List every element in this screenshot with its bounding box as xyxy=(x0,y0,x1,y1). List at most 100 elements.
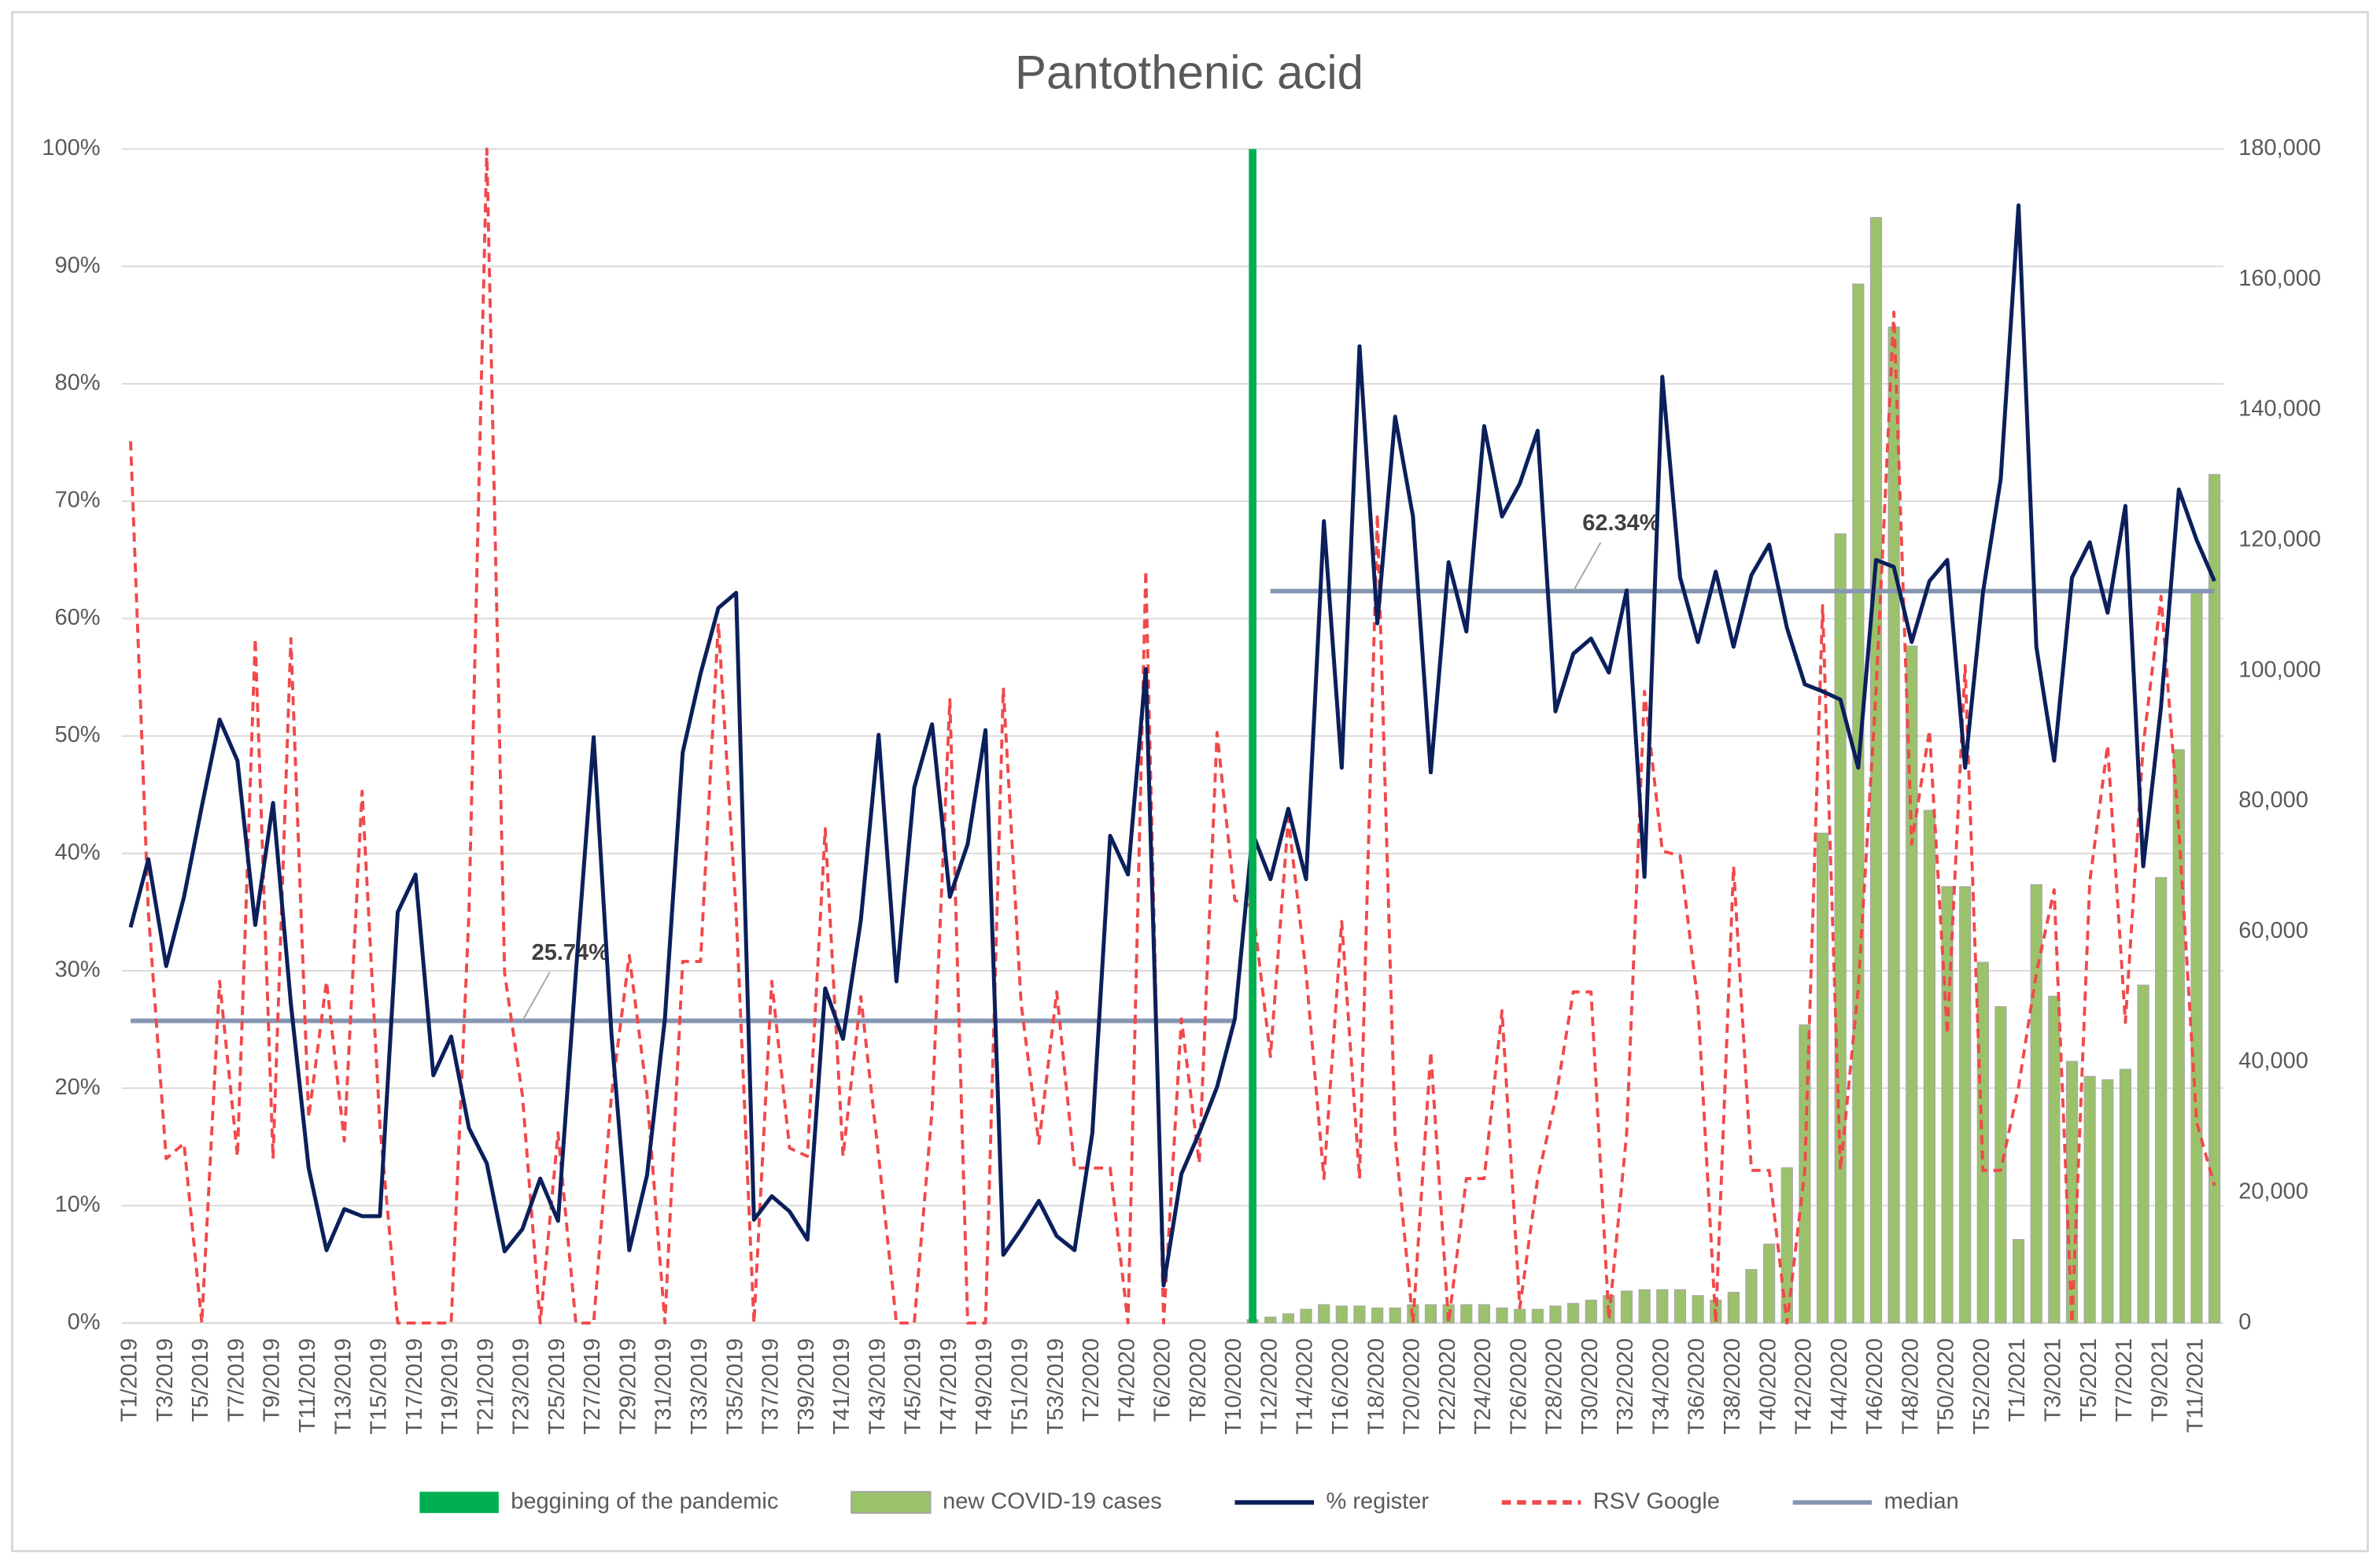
x-tick-label: T3/2021 xyxy=(2041,1338,2066,1422)
bar xyxy=(2048,995,2061,1324)
bar xyxy=(1585,1300,1597,1324)
bar xyxy=(2101,1079,2114,1324)
x-tick-label: T34/2020 xyxy=(1648,1338,1673,1434)
bar xyxy=(1959,886,1972,1324)
legend-label: % register xyxy=(1327,1488,1430,1514)
legend-label: RSV Google xyxy=(1593,1488,1720,1514)
x-tick-label: T1/2021 xyxy=(2005,1338,2030,1422)
x-tick-label: T36/2020 xyxy=(1684,1338,1710,1434)
y2-tick-label: 40,000 xyxy=(2238,1049,2308,1074)
y-tick-label: 0% xyxy=(68,1309,101,1334)
x-tick-label: T16/2020 xyxy=(1328,1338,1353,1434)
x-tick-label: T53/2019 xyxy=(1043,1338,1068,1434)
data-label: 62.34% xyxy=(1582,511,1659,536)
bar xyxy=(1389,1307,1401,1324)
bar xyxy=(2172,749,2185,1324)
x-tick-label: T35/2019 xyxy=(722,1338,747,1434)
x-tick-label: T15/2019 xyxy=(367,1338,392,1434)
line-series xyxy=(130,588,2215,1024)
x-tick-label: T51/2019 xyxy=(1008,1338,1033,1434)
leader-line xyxy=(522,972,551,1022)
x-tick-label: T50/2020 xyxy=(1934,1338,1959,1434)
bar xyxy=(2155,876,2168,1324)
bar xyxy=(1264,1316,1277,1324)
bar xyxy=(1692,1295,1704,1324)
y-tick-label: 70% xyxy=(55,488,101,513)
x-tick-label: T45/2019 xyxy=(901,1338,926,1434)
x-tick-label: T32/2020 xyxy=(1613,1338,1638,1434)
bar xyxy=(2012,1238,2025,1324)
x-tick-label: T30/2020 xyxy=(1577,1338,1603,1434)
y-tick-label: 40% xyxy=(55,839,101,865)
x-tick-label: T21/2019 xyxy=(473,1338,498,1434)
x-tick-label: T40/2020 xyxy=(1755,1338,1780,1434)
line-series xyxy=(128,203,2216,1288)
bar xyxy=(1567,1303,1580,1324)
bar xyxy=(1852,283,1865,1324)
x-tick-label: T41/2019 xyxy=(829,1338,854,1434)
bar xyxy=(1424,1304,1437,1324)
x-tick-label: T10/2020 xyxy=(1221,1338,1246,1434)
y-tick-label: 20% xyxy=(55,1075,101,1100)
x-tick-label: T47/2019 xyxy=(936,1338,961,1434)
chart-frame xyxy=(11,11,2369,1553)
bar xyxy=(1656,1289,1669,1324)
bar xyxy=(1531,1308,1544,1324)
x-tick-label: T18/2020 xyxy=(1363,1338,1389,1434)
x-tick-label: T24/2020 xyxy=(1470,1338,1496,1434)
legend-label: median xyxy=(1884,1488,1959,1514)
x-tick-label: T37/2019 xyxy=(758,1338,784,1434)
x-tick-label: T12/2020 xyxy=(1256,1338,1282,1434)
bar xyxy=(1478,1304,1491,1324)
bar xyxy=(1745,1269,1758,1324)
y2-tick-label: 160,000 xyxy=(2238,266,2321,291)
x-tick-label: T22/2020 xyxy=(1435,1338,1460,1434)
legend-swatch xyxy=(851,1491,932,1514)
x-tick-label: T48/2020 xyxy=(1898,1338,1923,1434)
x-tick-label: T38/2020 xyxy=(1720,1338,1745,1434)
bar xyxy=(1549,1305,1562,1324)
x-tick-label: T25/2019 xyxy=(544,1338,570,1434)
bar xyxy=(1638,1289,1651,1324)
x-tick-label: T42/2020 xyxy=(1791,1338,1817,1434)
bar xyxy=(1923,810,1935,1324)
bar xyxy=(1318,1304,1330,1324)
bar xyxy=(2083,1075,2096,1324)
leader-line xyxy=(1572,542,1602,592)
bar xyxy=(1460,1304,1473,1324)
x-tick-label: T14/2020 xyxy=(1293,1338,1318,1434)
x-tick-label: T9/2019 xyxy=(260,1338,285,1422)
x-tick-label: T43/2019 xyxy=(865,1338,890,1434)
x-tick-label: T3/2019 xyxy=(153,1338,178,1422)
chart-title: Pantothenic acid xyxy=(1015,46,1363,98)
x-tick-label: T44/2020 xyxy=(1827,1338,1852,1434)
x-tick-label: T29/2019 xyxy=(615,1338,640,1434)
x-tick-label: T6/2020 xyxy=(1150,1338,1175,1422)
bar xyxy=(1763,1243,1776,1324)
bar xyxy=(1300,1308,1312,1324)
bar xyxy=(1906,645,1918,1324)
bar xyxy=(1514,1308,1526,1324)
x-tick-label: T52/2020 xyxy=(1969,1338,1994,1434)
y-tick-label: 50% xyxy=(55,722,101,747)
x-tick-label: T20/2020 xyxy=(1400,1338,1425,1434)
bar xyxy=(1994,1005,2007,1324)
y-tick-label: 100% xyxy=(42,135,100,160)
bar xyxy=(1335,1305,1348,1324)
x-tick-label: T27/2019 xyxy=(580,1338,605,1434)
x-tick-label: T5/2019 xyxy=(188,1338,213,1422)
x-tick-label: T19/2019 xyxy=(437,1338,463,1434)
bar xyxy=(1496,1307,1508,1324)
x-tick-label: T31/2019 xyxy=(651,1338,677,1434)
x-tick-label: T2/2020 xyxy=(1079,1338,1104,1422)
bar xyxy=(1620,1290,1633,1324)
x-tick-label: T13/2019 xyxy=(330,1338,356,1434)
bar xyxy=(1816,832,1829,1324)
x-tick-label: T39/2019 xyxy=(794,1338,819,1434)
y2-tick-label: 20,000 xyxy=(2238,1179,2308,1204)
x-tick-label: T11/2019 xyxy=(295,1338,320,1433)
bar xyxy=(1371,1307,1384,1324)
y2-tick-label: 60,000 xyxy=(2238,918,2308,943)
legend-label: beggining of the pandemic xyxy=(511,1488,778,1514)
